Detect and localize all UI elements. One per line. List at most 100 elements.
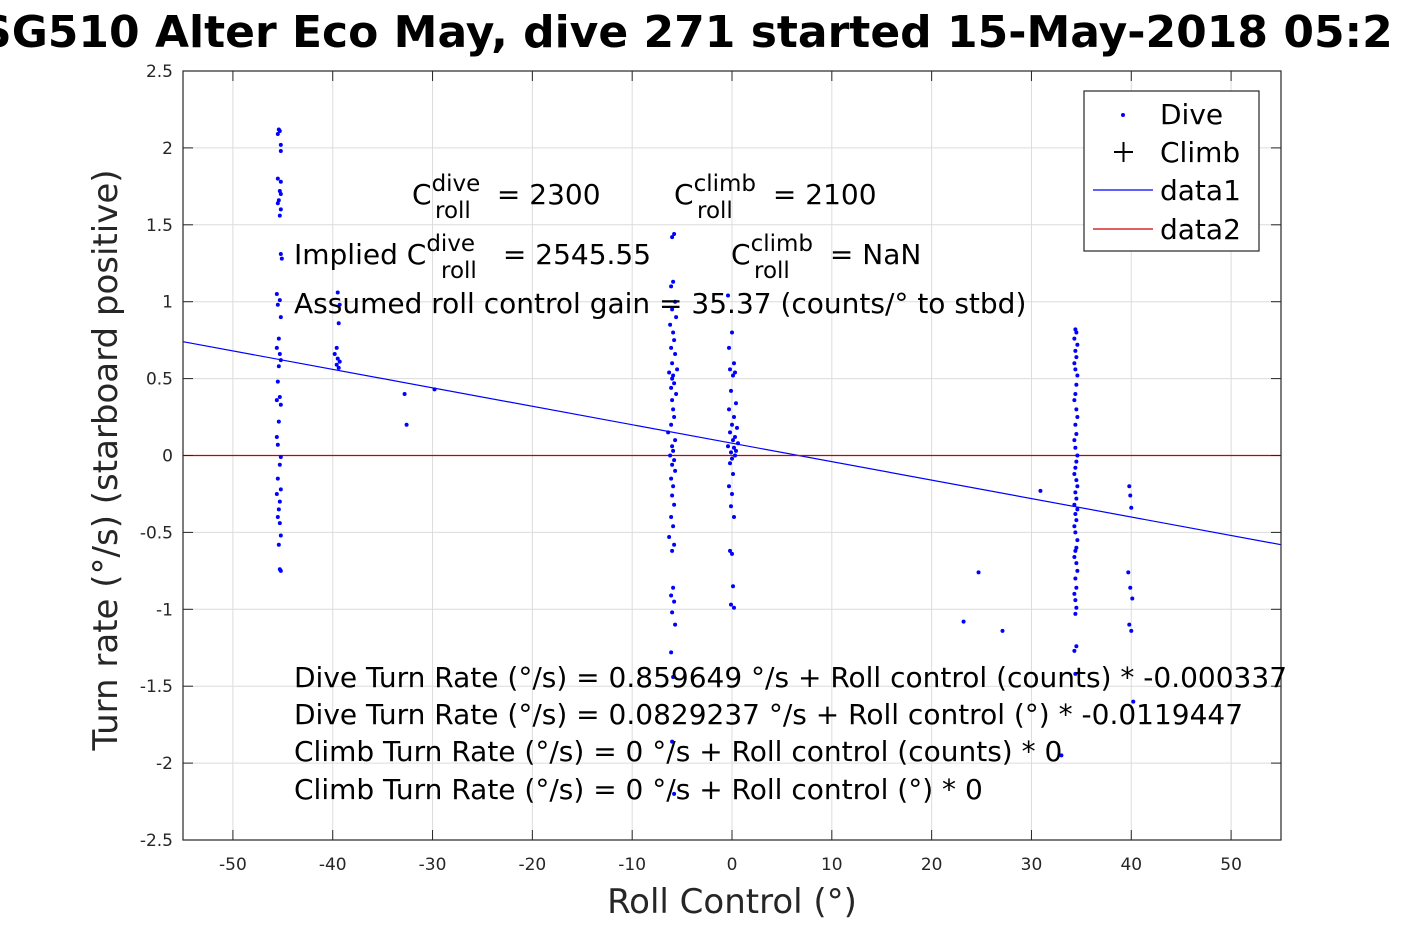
y-tick-label: 0.5 (146, 370, 173, 390)
data-point-dive (1059, 753, 1064, 758)
y-tick-label: 0 (162, 447, 173, 467)
legend-climb-marker (1114, 142, 1133, 162)
data-point-dive (277, 499, 282, 504)
data-point-dive (1073, 422, 1078, 427)
data-point-dive (1073, 530, 1078, 535)
data-point-dive (1074, 605, 1079, 610)
data-point-dive (672, 232, 677, 237)
data-point-dive (666, 430, 671, 435)
data-point-dive (729, 388, 734, 393)
data-point-dive (277, 351, 282, 356)
data-point-dive (1072, 471, 1077, 476)
data-point-dive (728, 430, 733, 435)
data-point-dive (728, 461, 733, 466)
data-point-dive (1074, 355, 1079, 360)
data-point-dive (670, 235, 675, 240)
data-point-dive (671, 674, 676, 679)
data-point-dive (730, 422, 734, 427)
data-point-dive (278, 533, 283, 538)
data-point-dive (729, 602, 734, 607)
annotation-eq3: Climb Turn Rate (°/s) = 0 °/s + Roll con… (294, 735, 1062, 768)
data-point-dive (278, 192, 283, 197)
x-tick-label: -50 (219, 855, 247, 875)
data-point-dive (275, 476, 280, 481)
data-point-dive (1073, 490, 1078, 495)
data-point-dive (673, 351, 678, 356)
y-tick-label: -2 (156, 754, 173, 774)
data-point-dive (278, 148, 283, 153)
legend-climb-label: Climb (1160, 136, 1240, 169)
data-point-dive (278, 402, 283, 407)
data-point-dive (336, 321, 341, 326)
data-point-dive (1073, 327, 1078, 332)
data-point-dive (727, 407, 732, 412)
data-point-dive (961, 619, 966, 624)
data-point-dive (1072, 524, 1077, 529)
annotation-cclimb: Cclimb roll = 2100 (674, 171, 877, 224)
dive-points (274, 127, 1136, 796)
data-point-dive (1075, 415, 1080, 420)
data-point-dive (432, 387, 437, 392)
data-point-dive (735, 441, 740, 446)
data-point-dive (730, 471, 735, 476)
y-tick-label: 2 (162, 139, 173, 159)
data-point-dive (276, 198, 281, 203)
data-point-dive (1073, 511, 1078, 516)
data-point-dive (337, 302, 342, 307)
data-point-dive (335, 356, 340, 361)
data-point-dive (1129, 505, 1134, 510)
data-point-dive (1075, 568, 1080, 573)
data-point-dive (1074, 518, 1079, 523)
annotation-implied-cclimb: Cclimb roll = NaN (731, 231, 921, 284)
data-point-dive (670, 548, 675, 553)
data-point-dive (276, 336, 281, 341)
data-point-dive (672, 502, 677, 507)
legend-data1-label: data1 (1160, 174, 1241, 207)
data-point-dive (669, 476, 674, 481)
data-point-dive (733, 448, 738, 453)
data-point-dive (1072, 502, 1077, 507)
x-tick-label: -10 (618, 855, 646, 875)
data-point-dive (332, 351, 337, 356)
x-tick-label: 20 (921, 855, 943, 875)
data-point-dive (731, 361, 736, 366)
x-tick-label: 30 (1021, 855, 1043, 875)
data-point-dive (732, 435, 737, 440)
data-point-dive (274, 491, 279, 496)
data-point-dive (277, 521, 282, 526)
data-point-dive (1127, 484, 1132, 489)
data-point-dive (669, 385, 674, 390)
data-point-dive (671, 448, 676, 453)
data-point-dive (1128, 585, 1133, 590)
data-point-dive (672, 381, 677, 386)
data-point-dive (334, 362, 339, 367)
data-point-dive (672, 458, 677, 463)
y-tick-label: 1 (162, 293, 173, 313)
legend-dive-marker (1121, 113, 1125, 117)
data-point-dive (671, 373, 676, 378)
data-point-dive (1073, 391, 1078, 396)
data-point-dive (1072, 591, 1077, 596)
data-point-dive (275, 379, 280, 384)
x-tick-label: -40 (319, 855, 347, 875)
data-point-dive (1074, 585, 1079, 590)
legend-data2-label: data2 (1160, 213, 1241, 246)
data-point-dive (1129, 628, 1134, 633)
data-point-dive (729, 450, 734, 455)
data-point-dive (1073, 671, 1078, 676)
data-point-dive (669, 515, 674, 520)
data-point-dive (1075, 373, 1080, 378)
data-point-dive (1074, 330, 1079, 335)
data-point-dive (671, 524, 676, 529)
data-point-dive (1074, 478, 1079, 483)
data-point-dive (1073, 445, 1078, 450)
data-point-dive (670, 398, 675, 403)
x-tick-label: -20 (518, 855, 546, 875)
data-point-dive (1074, 407, 1079, 412)
y-tick-label: -2.5 (140, 831, 173, 851)
y-tick-label: -1 (156, 600, 173, 620)
y-axis-label: Turn rate (°/s) (starboard positive) (86, 169, 126, 751)
data-point-dive (278, 207, 283, 212)
data-point-dive (278, 142, 283, 147)
x-axis-label: Roll Control (°) (607, 882, 857, 922)
